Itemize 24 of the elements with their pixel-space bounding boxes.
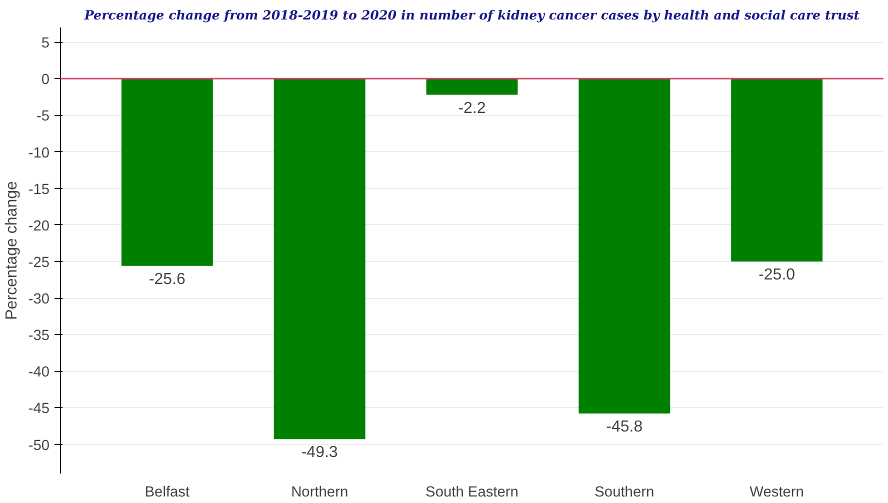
data-label: -49.3	[301, 444, 338, 462]
x-tick-label: Southern	[594, 484, 654, 500]
x-tick-label: Belfast	[144, 484, 190, 500]
data-label: -25.0	[758, 266, 796, 284]
x-tick-label: Western	[750, 484, 804, 500]
y-tick-label: -35	[28, 328, 50, 344]
data-label: -25.6	[148, 270, 186, 288]
y-tick-label: -20	[28, 218, 50, 234]
x-tick-label: Northern	[291, 484, 348, 500]
y-tick-label: -50	[28, 438, 50, 454]
y-tick-label: -40	[28, 364, 50, 381]
y-tick-label: -5	[36, 108, 50, 125]
y-tick-label: 5	[41, 36, 50, 52]
y-tick-label: -15	[28, 182, 50, 198]
y-tick-label: 0	[41, 72, 50, 88]
y-tick-label: -10	[28, 145, 50, 162]
y-tick-label: -25	[28, 254, 50, 271]
data-label: -2.2	[458, 100, 486, 117]
data-label: -45.8	[606, 418, 643, 436]
chart-title: Percentage change from 2018-2019 to 2020 in number of kidney cancer cases by health and social care trust	[83, 8, 860, 22]
y-axis-title: Percentage change	[3, 181, 20, 320]
x-tick-label: South Eastern	[426, 484, 518, 500]
y-tick-label: -30	[28, 292, 50, 308]
y-tick-label: -45	[28, 401, 50, 418]
